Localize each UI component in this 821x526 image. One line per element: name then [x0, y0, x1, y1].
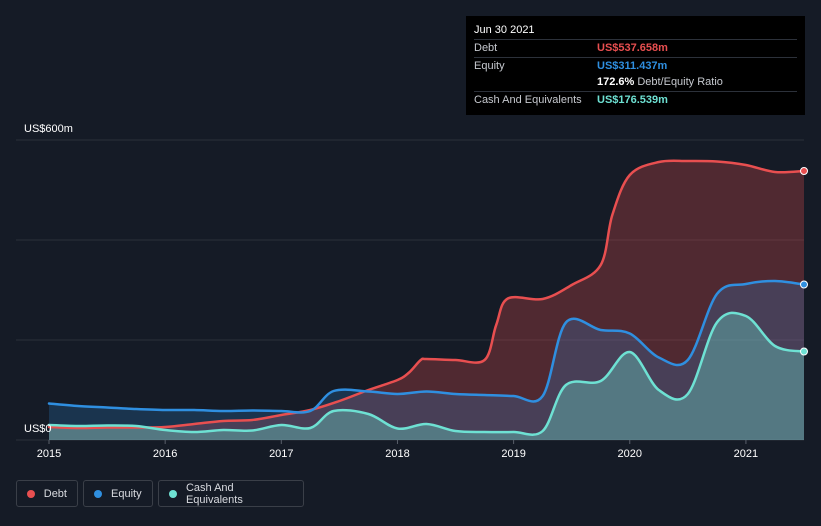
x-tick-label-2016: 2016: [153, 448, 177, 460]
series-lines: [47, 159, 806, 436]
legend-cash[interactable]: Cash And Equivalents: [158, 480, 304, 507]
series-end-markers: [800, 167, 808, 356]
tooltip-equity-row: Equity US$311.437m: [474, 56, 797, 75]
legend-equity-label: Equity: [111, 487, 142, 500]
x-tick-label-2015: 2015: [37, 448, 61, 460]
legend-equity[interactable]: Equity: [83, 480, 153, 507]
tooltip-debt-value: US$537.658m: [597, 42, 668, 54]
x-axis-ticks: 2015 2016 2017 2018 2019 2020 2021: [37, 440, 758, 460]
equity-line: [47, 279, 806, 414]
legend-debt[interactable]: Debt: [16, 480, 78, 507]
x-tick-label-2018: 2018: [385, 448, 409, 460]
tooltip-equity-value: US$311.437m: [597, 59, 668, 72]
equity-end-point: [800, 280, 808, 289]
tooltip-ratio-value: 172.6%: [597, 76, 635, 88]
grid-lines: [16, 139, 804, 441]
tooltip-ratio-row: 172.6% Debt/Equity Ratio: [474, 74, 797, 91]
x-tick-label-2019: 2019: [501, 448, 525, 460]
x-tick-label-2021: 2021: [734, 448, 758, 460]
y-axis-bottom-label: US$0: [24, 423, 52, 435]
tooltip-debt-row: Debt US$537.658m: [474, 39, 797, 57]
cash-and-equivalents-area: [49, 312, 804, 440]
legend-cash-label: Cash And Equivalents: [185, 481, 243, 506]
tooltip-date: Jun 30 2021: [474, 24, 535, 36]
data-tooltip: Jun 30 2021 Debt US$537.658m Equity US$3…: [466, 16, 805, 115]
series-areas: [49, 160, 804, 440]
tooltip-cash-label: Cash And Equivalents: [474, 93, 582, 106]
tooltip-cash-row: Cash And Equivalents US$176.539m: [474, 90, 797, 109]
cash-and-equivalents-line: [47, 311, 806, 436]
legend-cash-dot-icon: [169, 489, 177, 498]
debt-area: [49, 160, 804, 440]
equity-area: [49, 280, 804, 440]
tooltip-cash-value: US$176.539m: [597, 93, 668, 106]
tooltip-ratio-label: Debt/Equity Ratio: [637, 76, 723, 88]
debt-line: [47, 159, 806, 430]
cash-and-equivalents-end-point: [800, 347, 808, 356]
debt-end-point: [800, 167, 808, 175]
x-tick-label-2017: 2017: [269, 448, 293, 460]
y-axis-top-label: US$600m: [24, 123, 73, 135]
tooltip-debt-label: Debt: [474, 42, 498, 54]
legend-debt-dot-icon: [27, 489, 35, 498]
tooltip-equity-label: Equity: [474, 59, 505, 72]
legend-equity-dot-icon: [94, 489, 102, 498]
x-tick-label-2020: 2020: [618, 448, 642, 460]
legend-debt-label: Debt: [43, 487, 67, 500]
